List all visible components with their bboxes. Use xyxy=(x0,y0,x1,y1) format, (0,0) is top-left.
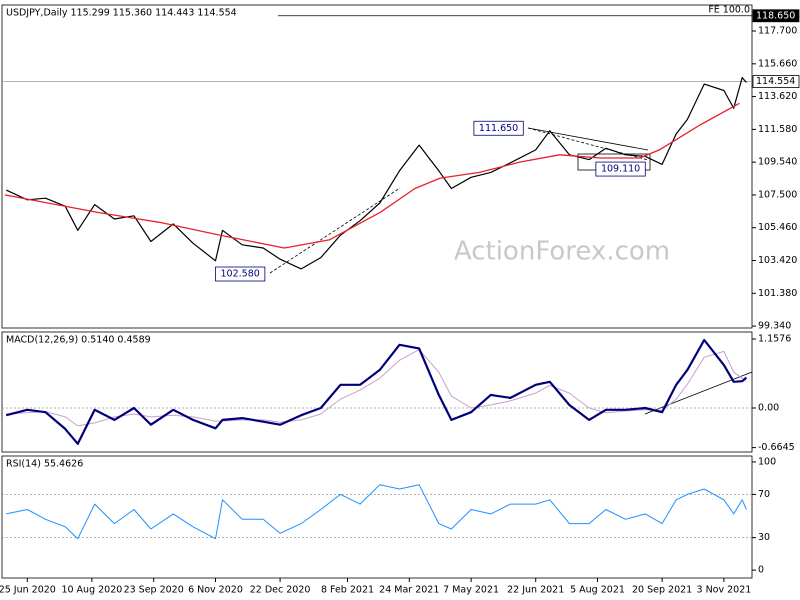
trendline xyxy=(269,187,401,274)
panel-frame xyxy=(1,455,753,579)
panel-title: MACD(12,26,9) 0.5140 0.4589 xyxy=(6,335,151,346)
y-tick-label: 105.460 xyxy=(758,222,797,233)
annotation-box xyxy=(595,161,646,177)
x-tick-label: 23 Sep 2020 xyxy=(124,585,184,596)
y-tick-label: 115.660 xyxy=(758,58,797,69)
annotation-label: 111.650 xyxy=(479,123,518,134)
series-line xyxy=(4,102,740,249)
level-label: 114.554 xyxy=(756,76,795,87)
x-tick-label: 5 Aug 2021 xyxy=(570,585,625,596)
panel-frame xyxy=(1,4,753,329)
y-tick-label: 117.700 xyxy=(758,26,797,37)
y-tick-label: 99.340 xyxy=(758,321,791,332)
annotation-box xyxy=(215,266,266,282)
y-tick-label: 107.500 xyxy=(758,189,797,200)
series-line xyxy=(5,77,747,270)
x-tick-label: 3 Nov 2021 xyxy=(697,585,752,596)
y-tick-label: 109.540 xyxy=(758,157,797,168)
x-tick-label: 10 Aug 2020 xyxy=(61,585,122,596)
annotation-label: 102.580 xyxy=(221,269,260,280)
y-tick-label: 0 xyxy=(758,565,764,576)
x-tick-label: 7 May 2021 xyxy=(443,585,499,596)
level-label: 118.650 xyxy=(756,10,795,21)
watermark: ActionForex.com xyxy=(454,237,670,267)
x-tick-label: 25 Jun 2020 xyxy=(0,585,56,596)
y-tick-label: 30 xyxy=(758,532,770,543)
trendline xyxy=(527,127,649,151)
panel-frame xyxy=(1,331,753,453)
x-tick-label: 22 Jun 2021 xyxy=(507,585,564,596)
panel-title: USDJPY,Daily 115.299 115.360 114.443 114… xyxy=(6,8,237,19)
level-note: FE 100.0 xyxy=(708,4,750,15)
x-tick-label: 20 Sep 2021 xyxy=(632,585,692,596)
annotation-label: 109.110 xyxy=(601,164,640,175)
y-tick-label: 70 xyxy=(758,489,770,500)
annotation-box xyxy=(473,120,524,136)
series-line xyxy=(6,484,747,540)
y-tick-label: 1.1576 xyxy=(758,333,791,344)
series-line xyxy=(5,338,748,445)
y-tick-label: 0.00 xyxy=(758,403,779,414)
y-tick-label: 100 xyxy=(758,456,776,467)
y-tick-label: 101.380 xyxy=(758,288,797,299)
y-tick-label: 103.420 xyxy=(758,255,797,266)
y-tick-label: 111.580 xyxy=(758,124,797,135)
panel-title: RSI(14) 55.4626 xyxy=(6,459,83,470)
level-label-box xyxy=(752,75,800,88)
x-tick-label: 24 Mar 2021 xyxy=(379,585,439,596)
x-tick-label: 22 Dec 2020 xyxy=(250,585,311,596)
x-tick-label: 6 Nov 2020 xyxy=(188,585,243,596)
level-label-box xyxy=(752,9,800,23)
x-tick-label: 8 Feb 2021 xyxy=(321,585,374,596)
y-tick-label: 113.620 xyxy=(758,91,797,102)
trendline xyxy=(644,371,753,415)
y-tick-label: -0.6645 xyxy=(758,442,795,453)
